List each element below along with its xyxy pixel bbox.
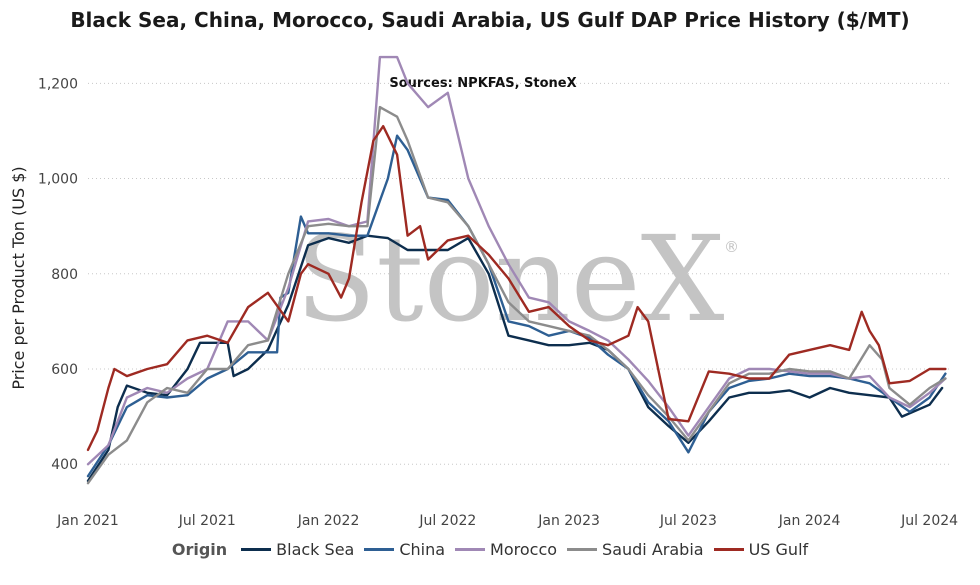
legend-swatch	[455, 548, 486, 551]
legend-swatch	[567, 548, 598, 551]
legend-item-us-gulf[interactable]: US Gulf	[713, 540, 809, 559]
series-line-morocco	[86, 55, 947, 466]
legend-item-morocco[interactable]: Morocco	[455, 540, 557, 559]
legend-item-black-sea[interactable]: Black Sea	[241, 540, 354, 559]
legend-swatch	[364, 548, 395, 551]
x-tick-label: Jan 2022	[297, 513, 360, 529]
series-line-saudi-arabia	[86, 105, 947, 485]
legend-label: Black Sea	[276, 540, 355, 559]
legend-label: Morocco	[490, 540, 558, 559]
legend-label: US Gulf	[748, 540, 809, 559]
legend-swatch	[241, 548, 272, 551]
legend: Origin Black Sea China Morocco Saudi Arabia…	[0, 540, 980, 559]
legend-item-saudi-arabia[interactable]: Saudi Arabia	[567, 540, 704, 559]
y-tick-label: 1,000	[38, 172, 78, 188]
watermark-registered-mark: ®	[724, 238, 739, 256]
y-tick-label: 1,200	[38, 76, 78, 92]
series-line-black-sea	[86, 234, 944, 483]
x-tick-label: Jan 2021	[56, 513, 119, 529]
x-tick-label: Jan 2024	[778, 513, 841, 529]
legend-swatch	[713, 548, 744, 551]
legend-item-china[interactable]: China	[364, 540, 445, 559]
series-line-us-gulf	[86, 124, 947, 452]
chart-title: Black Sea, China, Morocco, Saudi Arabia,…	[70, 8, 910, 32]
y-tick-label: 800	[51, 267, 78, 283]
x-tick-label: Jul 2024	[900, 513, 958, 529]
y-tick-label: 400	[51, 457, 78, 473]
y-axis-ticks: 400 600 800 1,000 1,200	[38, 76, 78, 473]
y-axis-label: Price per Product Ton (US $)	[9, 166, 28, 389]
x-tick-label: Jul 2023	[659, 513, 717, 529]
chart-subtitle: Sources: NPKFAS, StoneX	[389, 76, 576, 91]
legend-label: China	[399, 540, 446, 559]
legend-label: Saudi Arabia	[602, 540, 704, 559]
x-tick-label: Jan 2023	[537, 513, 600, 529]
x-tick-label: Jul 2022	[418, 513, 476, 529]
y-tick-label: 600	[51, 362, 78, 378]
x-tick-label: Jul 2021	[178, 513, 236, 529]
legend-title: Origin	[171, 540, 228, 559]
series-lines	[86, 55, 947, 485]
x-axis-ticks: Jan 2021 Jul 2021 Jan 2022 Jul 2022 Jan 2023…	[56, 513, 958, 529]
